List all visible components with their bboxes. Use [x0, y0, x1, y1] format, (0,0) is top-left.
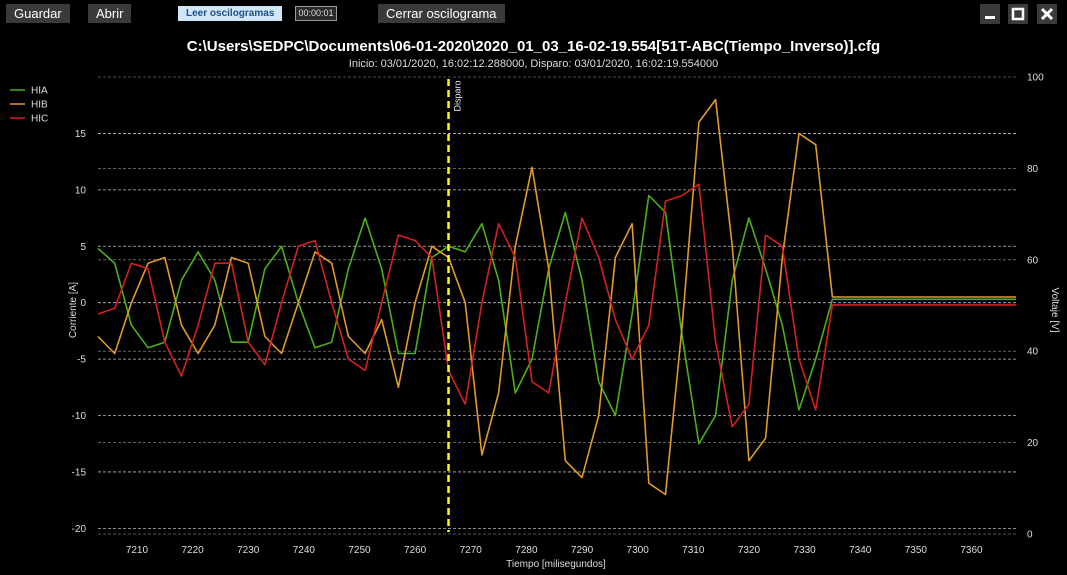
y2-tick-label: 100 [1027, 73, 1044, 84]
legend-entry: HIB [31, 100, 48, 111]
x-axis-label: Tiempo [milisegundos] [506, 559, 606, 570]
maximize-icon [1011, 7, 1025, 21]
x-tick-label: 7290 [571, 545, 594, 556]
save-button[interactable]: Guardar [6, 4, 70, 23]
y2-tick-label: 20 [1027, 438, 1039, 449]
y-axis-label: Corriente [A] [68, 282, 79, 338]
maximize-button[interactable] [1008, 4, 1028, 24]
toolbar: Guardar Abrir Leer oscilogramas 00:00:01… [0, 0, 1067, 28]
x-tick-label: 7230 [237, 545, 260, 556]
chart-title: C:\Users\SEDPC\Documents\06-01-2020\2020… [186, 38, 881, 55]
y-tick-label: -10 [72, 411, 87, 422]
y2-tick-label: 80 [1027, 164, 1039, 175]
x-tick-label: 7320 [738, 545, 761, 556]
x-tick-label: 7350 [905, 545, 928, 556]
y2-tick-label: 0 [1027, 530, 1033, 541]
x-tick-label: 7270 [460, 545, 483, 556]
x-tick-label: 7340 [849, 545, 872, 556]
open-button[interactable]: Abrir [88, 4, 132, 23]
x-tick-label: 7210 [126, 545, 149, 556]
x-tick-label: 7260 [404, 545, 427, 556]
y-tick-label: 5 [80, 242, 86, 253]
x-tick-label: 7360 [960, 545, 983, 556]
close-window-button[interactable] [1037, 4, 1057, 24]
y2-axis-label: Voltaje [V] [1049, 287, 1060, 332]
y2-tick-label: 60 [1027, 255, 1039, 266]
x-tick-label: 7330 [793, 545, 816, 556]
x-tick-label: 7250 [348, 545, 371, 556]
read-oscillograms-button[interactable]: Leer oscilogramas [178, 6, 283, 21]
minimize-icon [985, 16, 995, 19]
y-tick-label: -15 [72, 467, 87, 478]
y2-tick-label: 40 [1027, 347, 1039, 358]
legend-entry: HIC [31, 114, 48, 125]
x-tick-label: 7310 [682, 545, 705, 556]
chart-subtitle: Inicio: 03/01/2020, 16:02:12.288000, Dis… [348, 58, 719, 70]
x-tick-label: 7240 [293, 545, 316, 556]
close-icon [1040, 7, 1054, 21]
series-line-hia [97, 194, 1016, 445]
y-tick-label: -20 [72, 524, 87, 535]
time-field[interactable]: 00:00:01 [295, 6, 337, 21]
y-tick-label: 10 [75, 185, 87, 196]
x-tick-label: 7220 [181, 545, 204, 556]
series-line-hic [97, 183, 1016, 428]
trigger-marker-label: Disparo [453, 80, 463, 111]
x-tick-label: 7280 [515, 545, 538, 556]
y-tick-label: -5 [77, 355, 86, 366]
close-oscillogram-button[interactable]: Cerrar oscilograma [378, 4, 505, 23]
y-tick-label: 15 [75, 129, 87, 140]
y-tick-label: 0 [80, 298, 86, 309]
legend-entry: HIA [31, 86, 48, 97]
series-line-hib [97, 98, 1016, 496]
minimize-button[interactable] [980, 4, 1000, 24]
x-tick-label: 7300 [627, 545, 650, 556]
